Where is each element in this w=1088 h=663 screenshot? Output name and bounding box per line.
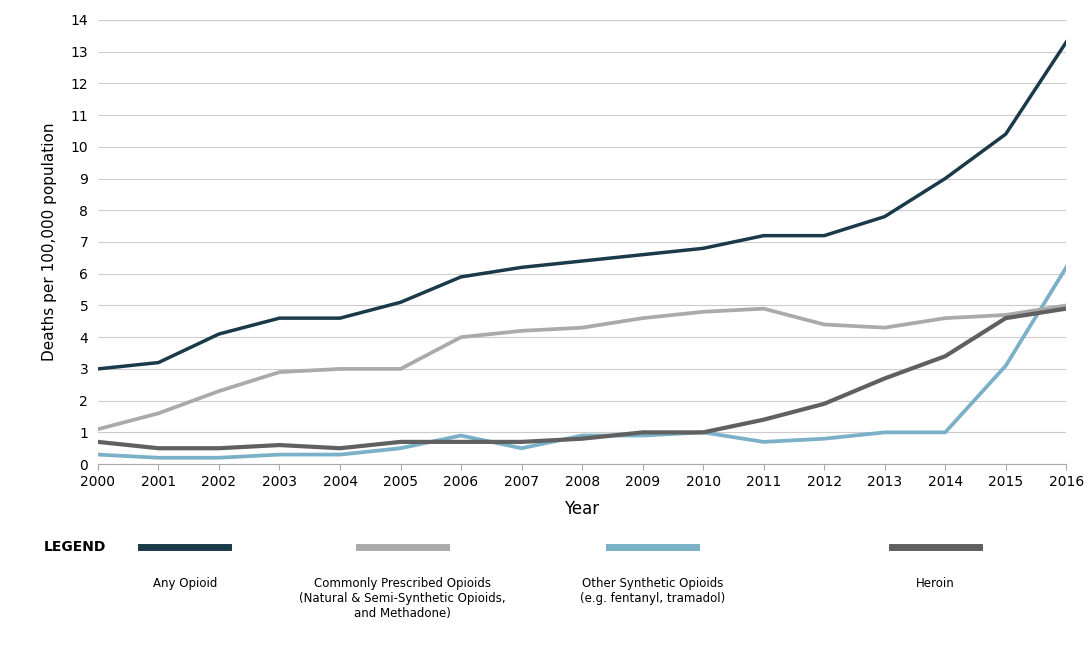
X-axis label: Year: Year: [565, 500, 599, 518]
Y-axis label: Deaths per 100,000 population: Deaths per 100,000 population: [41, 123, 57, 361]
Text: Other Synthetic Opioids
(e.g. fentanyl, tramadol): Other Synthetic Opioids (e.g. fentanyl, …: [580, 577, 726, 605]
Text: Any Opioid: Any Opioid: [152, 577, 218, 590]
Text: Commonly Prescribed Opioids
(Natural & Semi-Synthetic Opioids,
and Methadone): Commonly Prescribed Opioids (Natural & S…: [299, 577, 506, 620]
Text: Heroin: Heroin: [916, 577, 955, 590]
Text: LEGEND: LEGEND: [44, 540, 106, 554]
